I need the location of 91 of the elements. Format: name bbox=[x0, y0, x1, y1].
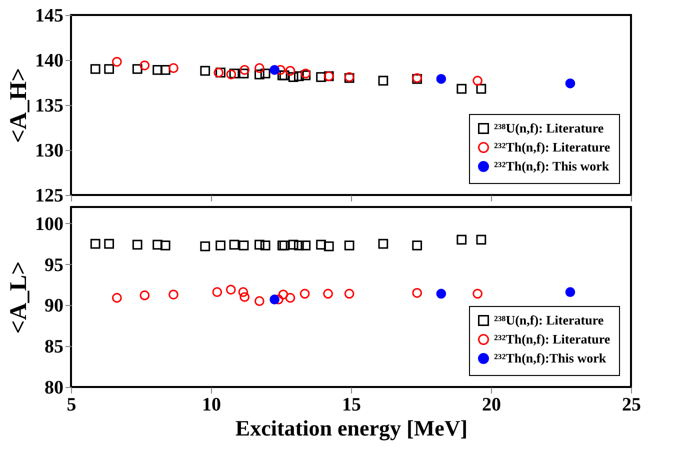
point bbox=[152, 240, 162, 250]
y-tick-label: 95 bbox=[44, 254, 64, 276]
point bbox=[260, 68, 270, 78]
point bbox=[456, 84, 467, 94]
point bbox=[476, 234, 486, 245]
point bbox=[565, 287, 576, 298]
y-tick-label: 130 bbox=[35, 140, 64, 162]
point bbox=[316, 72, 326, 82]
point bbox=[168, 63, 178, 74]
legend-label: ²³²Th(n,f):This work bbox=[494, 350, 607, 366]
x-tick-label: 10 bbox=[202, 394, 221, 416]
point bbox=[132, 240, 142, 250]
point bbox=[112, 292, 122, 303]
point bbox=[476, 84, 486, 94]
point bbox=[456, 234, 467, 245]
y-tick-label: 135 bbox=[35, 96, 64, 116]
point bbox=[254, 69, 264, 80]
point bbox=[238, 68, 249, 78]
point bbox=[226, 284, 236, 295]
point bbox=[226, 69, 236, 80]
point bbox=[344, 288, 354, 299]
x-axis-title: Excitation energy [MeV] bbox=[235, 416, 468, 440]
x-tick-label: 25 bbox=[622, 394, 641, 416]
y-axis-title: <A_L> bbox=[6, 261, 32, 334]
point bbox=[238, 240, 249, 250]
point bbox=[240, 292, 250, 302]
y-tick-label: 140 bbox=[35, 50, 64, 72]
point bbox=[104, 64, 114, 74]
y-tick-label: 100 bbox=[35, 214, 64, 235]
y-tick-label: 125 bbox=[35, 186, 64, 206]
legend-label: ²³⁸U(n,f): Literature bbox=[494, 120, 604, 136]
point bbox=[200, 241, 210, 252]
point bbox=[436, 74, 446, 84]
y-tick-label: 90 bbox=[44, 296, 64, 317]
x-tick-label: 20 bbox=[482, 394, 501, 416]
point bbox=[200, 66, 210, 76]
point bbox=[294, 240, 304, 250]
point bbox=[378, 76, 388, 86]
y-axis-title: <A_H> bbox=[6, 68, 32, 144]
point bbox=[238, 287, 248, 298]
point bbox=[160, 64, 170, 75]
legend-label: ²³²Th(n,f): Literature bbox=[494, 332, 610, 346]
point bbox=[412, 288, 422, 298]
point bbox=[472, 288, 482, 299]
point bbox=[254, 63, 264, 74]
point bbox=[240, 64, 250, 75]
point bbox=[436, 288, 446, 299]
point bbox=[254, 296, 264, 306]
point bbox=[270, 294, 280, 304]
y-tick-label: 145 bbox=[35, 6, 64, 26]
point bbox=[288, 72, 298, 82]
point bbox=[90, 238, 100, 249]
point bbox=[300, 240, 311, 250]
point bbox=[132, 64, 142, 74]
point bbox=[300, 288, 310, 299]
point bbox=[152, 64, 162, 75]
x-tick-label: 5 bbox=[66, 394, 76, 416]
legend-label: ²³⁸U(n,f): Literature bbox=[494, 312, 604, 328]
point bbox=[112, 56, 122, 67]
point bbox=[344, 240, 354, 250]
point bbox=[140, 290, 150, 300]
point bbox=[229, 68, 240, 78]
point bbox=[278, 290, 288, 300]
point bbox=[140, 60, 150, 70]
point bbox=[270, 64, 280, 75]
point bbox=[160, 240, 170, 250]
x-tick-label: 15 bbox=[342, 394, 361, 416]
point bbox=[412, 240, 422, 250]
point bbox=[276, 64, 286, 75]
point bbox=[316, 240, 326, 250]
point bbox=[254, 240, 264, 250]
point bbox=[90, 64, 100, 74]
legend-label: ²³²Th(n,f): This work bbox=[494, 158, 610, 174]
point bbox=[472, 76, 482, 86]
point bbox=[285, 66, 296, 76]
point bbox=[216, 240, 226, 250]
point bbox=[212, 287, 222, 298]
point bbox=[104, 238, 114, 249]
point bbox=[294, 71, 304, 82]
point bbox=[378, 238, 388, 249]
point bbox=[288, 240, 298, 250]
point bbox=[324, 241, 334, 252]
point bbox=[260, 240, 270, 250]
y-tick-label: 85 bbox=[44, 336, 64, 358]
point bbox=[323, 288, 333, 299]
y-tick-label: 80 bbox=[44, 378, 64, 398]
point bbox=[565, 78, 576, 88]
legend-label: ²³²Th(n,f): Literature bbox=[494, 140, 610, 154]
point bbox=[229, 240, 240, 250]
point bbox=[168, 290, 178, 300]
point bbox=[285, 292, 296, 303]
